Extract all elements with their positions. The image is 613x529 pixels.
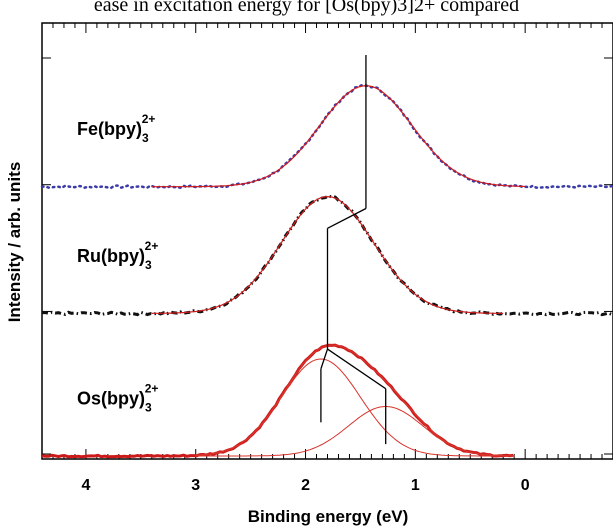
marker-line (320, 348, 329, 370)
fit-component (195, 406, 515, 457)
data-trace (41, 194, 613, 317)
x-tick-label: 0 (521, 477, 530, 494)
series-label: Ru(bpy)32+ (77, 239, 158, 272)
marker-line (327, 348, 387, 390)
marker-line (327, 207, 367, 229)
x-tick-label: 2 (301, 477, 310, 494)
peak-markers (320, 55, 387, 445)
spectra (40, 84, 613, 459)
x-tick-label: 4 (81, 477, 90, 494)
series-label: Fe(bpy)32+ (77, 112, 155, 145)
fit-curve (151, 195, 504, 314)
figure-caption-fragment: ease in excitation energy for [Os(bpy)3]… (93, 0, 520, 16)
x-tick-label: 3 (191, 477, 200, 494)
x-axis-label: Binding energy (eV) (248, 507, 409, 526)
series-label: Os(bpy)32+ (77, 382, 158, 415)
series-labels: Fe(bpy)32+ Ru(bpy)32+ Os(bpy)32+ (77, 112, 158, 414)
fit-curve (151, 85, 526, 188)
fit-component (195, 358, 515, 457)
fit-curve (195, 344, 515, 457)
x-axis-ticks (41, 23, 613, 459)
y-axis-label: Intensity / arb. units (5, 162, 24, 323)
x-tick-label: 1 (411, 477, 420, 494)
x-axis-tick-labels: 4 3 2 1 0 (81, 477, 529, 494)
